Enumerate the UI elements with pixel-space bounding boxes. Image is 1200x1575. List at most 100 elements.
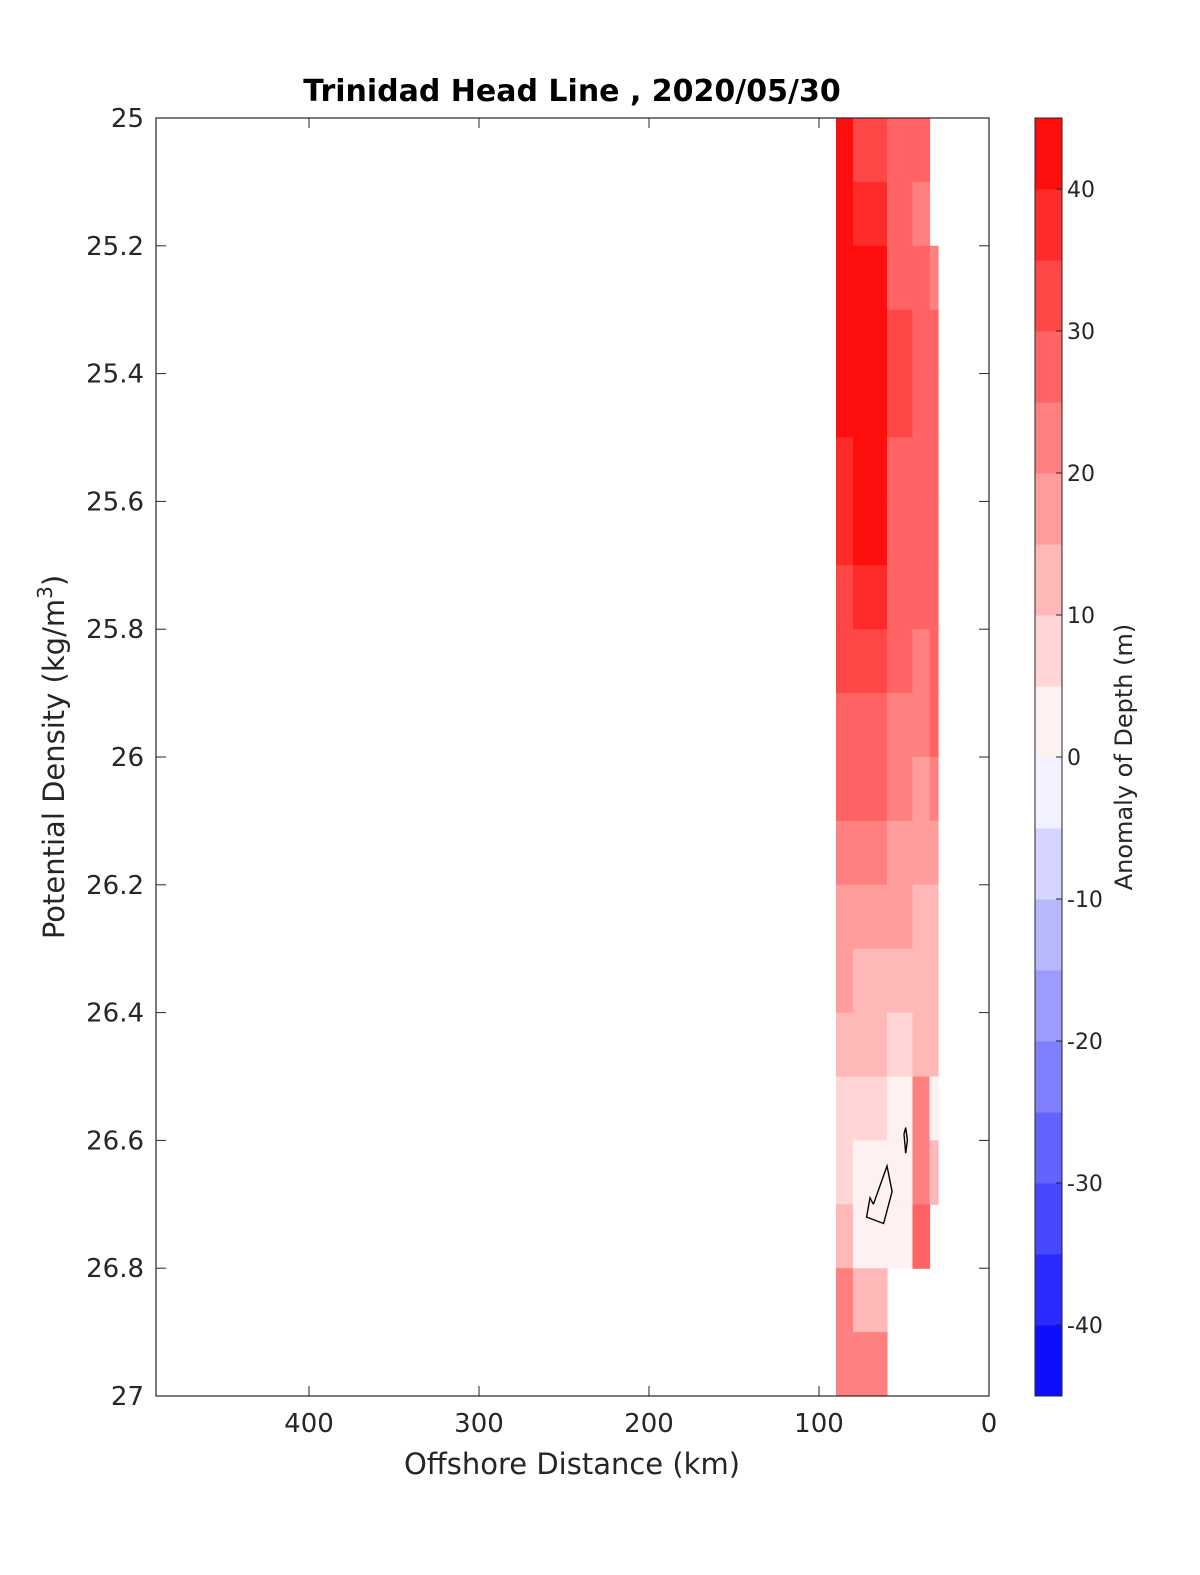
anomaly-cell [887,948,914,1014]
anomaly-cell [836,501,854,566]
y-tick-label: 26.4 [86,999,144,1029]
anomaly-cell [853,1268,888,1333]
anomaly-cell [836,948,854,1014]
anomaly-cell [887,245,914,311]
colorbar-band [1035,1183,1062,1255]
anomaly-cell [929,1076,939,1141]
x-tick-label: 400 [284,1409,334,1439]
colorbar-band [1035,118,1062,190]
anomaly-cell [912,501,931,566]
anomaly-cell [836,1332,854,1396]
anomaly-cell [887,501,914,566]
colorbar-band [1035,402,1062,474]
anomaly-cell [836,1140,854,1205]
anomaly-cell [929,948,939,1014]
anomaly-cell [929,437,939,502]
anomaly-cell [887,1012,914,1078]
colorbar-tick-label: -30 [1067,1172,1103,1197]
colorbar-label: Anomaly of Depth (m) [1110,624,1138,891]
colorbar [1035,117,1062,1397]
anomaly-cell [929,245,939,311]
y-tick-label: 25.4 [86,360,144,390]
anomaly-cell [836,565,854,630]
y-tick-label: 25.8 [86,615,144,645]
colorbar-ticks: 40 30 20 10 0 -10 -20 -30 -40 [1056,178,1103,1339]
chart-title: Trinidad Head Line , 2020/05/30 [303,74,840,109]
x-tick-label: 100 [794,1409,844,1439]
y-tick-label: 26.8 [86,1254,144,1284]
anomaly-cell [887,757,914,822]
anomaly-cell [836,757,854,822]
colorbar-band [1035,1254,1062,1326]
anomaly-cell [912,693,931,758]
y-tick-label: 26 [111,743,144,773]
anomaly-cell [929,757,939,822]
anomaly-cell [887,309,914,375]
anomaly-cell [853,948,888,1014]
colorbar-band [1035,260,1062,332]
anomaly-cell [853,884,888,950]
colorbar-band [1035,1041,1062,1113]
anomaly-cell [912,245,931,311]
y-tick-label: 26.6 [86,1126,144,1156]
anomaly-cell [929,1140,939,1205]
anomaly-cell [836,1012,854,1078]
colorbar-band [1035,189,1062,261]
anomaly-cell [853,565,888,630]
anomaly-cell [836,309,854,375]
colorbar-band [1035,615,1062,687]
anomaly-cell [887,1076,914,1141]
anomaly-cell [929,501,939,566]
anomaly-field [836,118,939,1396]
anomaly-cell [853,181,888,247]
colorbar-band [1035,970,1062,1042]
anomaly-cell [912,181,931,247]
colorbar-tick-label: 20 [1067,462,1095,487]
anomaly-cell [853,1140,888,1205]
anomaly-cell [912,820,931,886]
anomaly-cell [912,1204,931,1269]
anomaly-cell [887,1204,914,1269]
anomaly-cell [853,1204,888,1269]
anomaly-cell [929,820,939,886]
colorbar-band [1035,828,1062,900]
colorbar-band [1035,473,1062,545]
colorbar-band [1035,1325,1062,1397]
y-tick-label: 25.2 [86,232,144,262]
anomaly-cell [929,309,939,375]
colorbar-band [1035,1112,1062,1184]
anomaly-cell [853,118,888,183]
anomaly-cell [853,1076,888,1141]
anomaly-cell [853,309,888,375]
colorbar-tick-label: -40 [1067,1314,1103,1339]
anomaly-cell [887,565,914,630]
colorbar-band [1035,899,1062,971]
y-tick-label: 26.2 [86,871,144,901]
anomaly-cell [887,820,914,886]
x-tick-label: 0 [981,1409,998,1439]
y-tick-label: 25.6 [86,487,144,517]
y-axis-label: Potential Density (kg/m3) [33,575,71,939]
anomaly-cell [929,629,939,694]
colorbar-tick-label: -20 [1067,1030,1103,1055]
anomaly-cell [912,437,931,502]
anomaly-cell [912,309,931,375]
colorbar-band [1035,686,1062,758]
colorbar-band [1035,331,1062,403]
anomaly-cell [853,629,888,694]
colorbar-band [1035,544,1062,616]
anomaly-cell [887,693,914,758]
anomaly-cell [912,629,931,694]
anomaly-cell [853,820,888,886]
anomaly-cell [853,501,888,566]
colorbar-tick-label: 0 [1067,746,1081,771]
anomaly-cell [887,884,914,950]
anomaly-cell [887,437,914,502]
anomaly-cell [853,373,888,439]
anomaly-cell [853,693,888,758]
anomaly-cell [836,820,854,886]
x-axis: 400 300 200 100 0 [284,118,997,1439]
colorbar-tick-label: -10 [1067,888,1103,913]
anomaly-cell [887,629,914,694]
